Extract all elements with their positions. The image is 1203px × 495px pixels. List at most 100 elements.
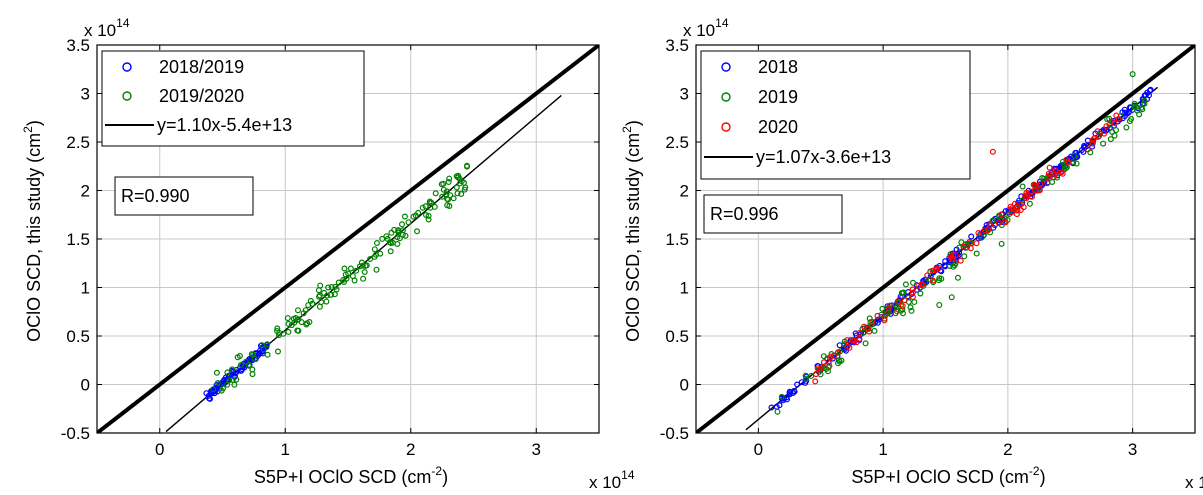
- data-point: [415, 209, 422, 216]
- data-point: [1019, 183, 1026, 190]
- data-point: [229, 366, 236, 373]
- data-point: [820, 359, 827, 366]
- data-point: [214, 380, 221, 387]
- data-point: [1045, 170, 1052, 177]
- data-point: [874, 312, 881, 319]
- series-2020: [812, 112, 1122, 385]
- y-multiplier: x 1014: [84, 16, 130, 40]
- data-point: [951, 262, 958, 269]
- data-point: [1123, 124, 1130, 131]
- y-tick-label: 3: [81, 85, 90, 104]
- data-point: [264, 341, 271, 348]
- legend-fit-label: y=1.10x-5.4e+13: [157, 115, 292, 135]
- y-tick-label: 1: [680, 279, 689, 298]
- data-point: [440, 186, 447, 193]
- data-point: [224, 381, 231, 388]
- data-point: [909, 289, 916, 296]
- plot-content: [97, 45, 599, 433]
- x-tick-label: 1: [281, 440, 290, 459]
- data-point: [447, 192, 454, 199]
- data-point: [774, 408, 781, 415]
- y-tick-label: 1: [81, 279, 90, 298]
- data-point: [978, 234, 985, 241]
- legend-marker: [721, 92, 731, 102]
- data-point: [864, 325, 871, 332]
- data-point: [802, 372, 809, 379]
- y-multiplier: x 1014: [683, 16, 729, 40]
- data-point: [835, 357, 842, 364]
- y-tick-label: -0.5: [660, 424, 689, 443]
- data-point: [306, 319, 313, 326]
- series-2019-2020: [210, 162, 471, 394]
- data-point: [820, 353, 827, 360]
- y-axis-label-exp: 2: [620, 126, 634, 133]
- y-tick-label: 2: [680, 182, 689, 201]
- data-point: [968, 233, 975, 240]
- data-point: [919, 281, 926, 288]
- legend-fit-label: y=1.07x-3.6e+13: [756, 147, 891, 167]
- data-point: [892, 310, 899, 317]
- data-point: [213, 369, 220, 376]
- data-point: [1044, 180, 1051, 187]
- data-point: [399, 221, 406, 228]
- data-point: [206, 395, 213, 402]
- data-point: [324, 292, 331, 299]
- x-axis-label: S5P+I OClO SCD (cm-2): [851, 464, 1045, 487]
- data-point: [257, 347, 264, 354]
- data-point: [879, 305, 886, 312]
- data-point: [849, 337, 856, 344]
- data-point: [1107, 136, 1114, 143]
- data-point: [882, 312, 889, 319]
- data-point: [1008, 209, 1015, 216]
- data-point: [1027, 188, 1034, 195]
- y-tick-label: 1.5: [66, 230, 90, 249]
- data-point: [458, 178, 465, 185]
- y-multiplier-base: x 10: [84, 21, 116, 40]
- data-point: [327, 291, 334, 298]
- y-tick-label: 3.5: [66, 36, 90, 55]
- data-point: [395, 229, 402, 236]
- data-point: [361, 269, 368, 276]
- data-point: [317, 282, 324, 289]
- data-point: [936, 301, 943, 308]
- data-point: [425, 216, 432, 223]
- data-point: [989, 217, 996, 224]
- data-point: [911, 299, 918, 306]
- r-value-label: R=0.996: [710, 204, 779, 224]
- data-point: [446, 175, 453, 182]
- data-point: [826, 362, 833, 369]
- data-point: [1026, 200, 1033, 207]
- legend-label: 2019/2020: [159, 86, 244, 106]
- data-point: [966, 238, 973, 245]
- data-point: [401, 213, 408, 220]
- data-point: [812, 378, 819, 385]
- y-multiplier-exp: 14: [715, 16, 729, 30]
- y-tick-label: -0.5: [61, 424, 90, 443]
- data-point: [1101, 130, 1108, 137]
- identity-line: [696, 45, 1195, 433]
- data-point: [454, 190, 461, 197]
- data-point: [1022, 192, 1029, 199]
- data-point: [987, 222, 994, 229]
- data-point: [340, 277, 347, 284]
- data-point: [1036, 187, 1043, 194]
- data-point: [307, 297, 314, 304]
- data-point: [285, 328, 292, 335]
- data-point: [1008, 205, 1015, 212]
- data-point: [827, 353, 834, 360]
- data-point: [1100, 140, 1107, 147]
- data-point: [948, 294, 955, 301]
- data-point: [985, 227, 992, 234]
- data-point: [998, 211, 1005, 218]
- data-point: [294, 327, 301, 334]
- data-point: [1134, 107, 1141, 114]
- data-point: [869, 318, 876, 325]
- data-point: [989, 148, 996, 155]
- data-point: [1053, 165, 1060, 172]
- data-point: [343, 275, 350, 282]
- y-axis-label-main: OClO SCD, this study (cm: [24, 133, 44, 342]
- data-point: [924, 272, 931, 279]
- data-point: [789, 390, 796, 397]
